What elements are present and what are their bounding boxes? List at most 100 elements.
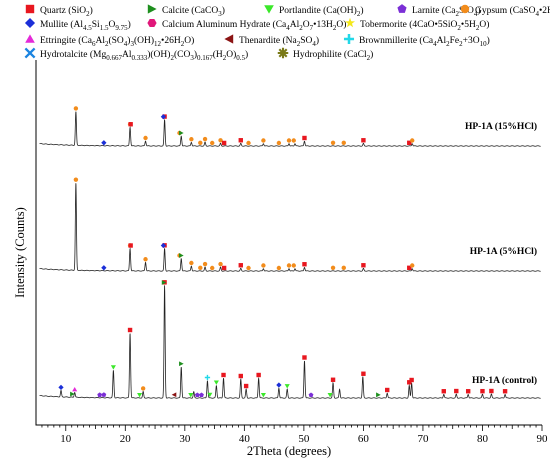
legend-label-part: ) bbox=[193, 50, 197, 60]
triangle-right-marker bbox=[147, 4, 157, 14]
diamond-marker bbox=[24, 17, 35, 29]
legend-item-triangle-right: Calcite (CaCO3) bbox=[145, 3, 225, 20]
pentagon-marker bbox=[199, 392, 204, 398]
circle-marker bbox=[202, 136, 208, 142]
legend-label-part: •5H bbox=[460, 20, 476, 30]
square-marker bbox=[480, 388, 485, 394]
legend-subscript: 2 bbox=[104, 39, 109, 48]
triangle-down-marker bbox=[260, 393, 266, 398]
legend-label-part: Al bbox=[436, 36, 447, 46]
square-icon bbox=[23, 3, 36, 17]
legend-label-part: O) bbox=[479, 20, 490, 30]
legend-subscript: 2 bbox=[356, 9, 361, 18]
legend-subscript: 2 bbox=[446, 39, 450, 48]
triangle-right-marker bbox=[179, 253, 184, 258]
square-marker bbox=[238, 263, 243, 268]
square-marker bbox=[243, 383, 249, 389]
xrd-trace-line bbox=[39, 285, 541, 399]
diamond-marker bbox=[160, 242, 167, 249]
legend-label-part: O) bbox=[226, 50, 237, 60]
legend-item-plus: Brownmillerite (Ca4Al2Fe2+3O10) bbox=[342, 33, 490, 50]
diamond-marker bbox=[101, 140, 107, 146]
plus-marker bbox=[343, 33, 354, 45]
asterisk-marker bbox=[277, 47, 288, 59]
legend-subscript: 4 bbox=[535, 9, 539, 18]
legend-subscript: 2 bbox=[222, 53, 227, 62]
circle-marker bbox=[276, 140, 282, 146]
legend-item-circle: Gypsum (CaSO4•2H2O) bbox=[458, 3, 550, 20]
legend-subscript: 4 bbox=[312, 39, 316, 48]
circle-marker bbox=[73, 177, 79, 182]
legend-subscript: 2 bbox=[366, 53, 371, 62]
legend-label-part: SO bbox=[300, 36, 313, 46]
legend-label-part: ) bbox=[245, 50, 249, 60]
diamond-icon bbox=[23, 17, 36, 31]
circle-marker bbox=[218, 138, 223, 143]
x-tick-label: 80 bbox=[477, 433, 489, 445]
chart-legend: Quartz (SiO2) Calcite (CaCO3) Portlandite … bbox=[0, 0, 550, 100]
circle-marker bbox=[410, 138, 415, 143]
triangle-right-marker bbox=[376, 392, 381, 398]
legend-label-part: •13H bbox=[313, 20, 333, 30]
square-marker bbox=[489, 388, 494, 394]
legend-label-part: (H bbox=[212, 50, 223, 60]
triangle-left-marker bbox=[223, 34, 233, 44]
square-marker bbox=[221, 265, 227, 271]
legend-label: Hydrophilite (CaCl bbox=[293, 50, 367, 60]
legend-label-part: O) bbox=[184, 36, 195, 46]
square-marker bbox=[302, 135, 307, 141]
square-marker bbox=[502, 389, 508, 394]
legend-subscript: 10 bbox=[479, 39, 487, 48]
legend-label: Calcite (CaCO bbox=[162, 6, 219, 16]
legend-label-part: Si bbox=[91, 20, 100, 30]
circle-marker bbox=[330, 140, 336, 145]
circle-marker bbox=[261, 263, 266, 268]
circle-marker bbox=[460, 4, 469, 14]
x-tick-label: 30 bbox=[179, 433, 191, 445]
legend-label-part: Al bbox=[121, 50, 132, 60]
square-marker bbox=[409, 377, 414, 383]
diamond-marker bbox=[58, 384, 64, 391]
legend-subscript: 4 bbox=[433, 39, 437, 48]
legend-label-part: ) bbox=[370, 50, 374, 60]
circle-marker bbox=[276, 265, 282, 271]
hexagon-marker bbox=[146, 18, 157, 28]
square-marker bbox=[361, 263, 366, 268]
square-marker bbox=[454, 388, 459, 394]
circle-marker bbox=[202, 261, 208, 267]
legend-item-triangle-down: Portlandite (Ca(OH)2) bbox=[262, 3, 364, 20]
plus-marker bbox=[204, 374, 211, 381]
legend-subscript: 4 bbox=[473, 9, 478, 18]
circle-marker bbox=[291, 138, 296, 143]
legend-subscript: 2 bbox=[180, 39, 185, 48]
circle-icon bbox=[458, 3, 471, 17]
legend-label: Tobermorite (4CaO•5SiO bbox=[360, 20, 458, 30]
circle-marker bbox=[410, 263, 415, 268]
square-marker bbox=[256, 372, 261, 378]
square-marker bbox=[407, 140, 412, 146]
circle-marker bbox=[210, 265, 215, 271]
legend-item-diamond: Mullite (Al4.5Si1.5O9.75) bbox=[23, 17, 131, 34]
triangle-right-icon bbox=[145, 3, 158, 17]
legend-label: Calcium Aluminum Hydrate (Ca bbox=[162, 20, 287, 30]
legend-label-part: ) bbox=[477, 6, 481, 16]
square-marker bbox=[302, 262, 307, 267]
legend-subscript: 2 bbox=[475, 23, 480, 32]
legend-label: Quartz (SiO bbox=[40, 6, 87, 16]
legend-subscript: 7 bbox=[309, 23, 314, 32]
circle-marker bbox=[218, 261, 223, 267]
x-axis-label: 2Theta (degrees) bbox=[247, 444, 331, 458]
legend-item-cross: Hydrotalcite (Mg0.667Al0.333)(OH)2(CO3)0… bbox=[23, 47, 248, 64]
legend-item-asterisk: Hydrophilite (CaCl2) bbox=[276, 47, 373, 64]
legend-subscript: 2 bbox=[332, 23, 337, 32]
triangle-down-marker bbox=[137, 392, 143, 398]
triangle-right-marker bbox=[179, 361, 184, 367]
legend-item-square: Quartz (SiO2) bbox=[23, 3, 93, 20]
legend-subscript: 4.5 bbox=[83, 23, 92, 32]
legend-subscript: 3 bbox=[130, 39, 134, 48]
legend-label-part: (SO bbox=[108, 36, 124, 46]
circle-marker bbox=[210, 140, 215, 146]
circle-marker bbox=[286, 263, 292, 268]
trace-0: HP-1A (15%HCl) bbox=[39, 106, 541, 147]
